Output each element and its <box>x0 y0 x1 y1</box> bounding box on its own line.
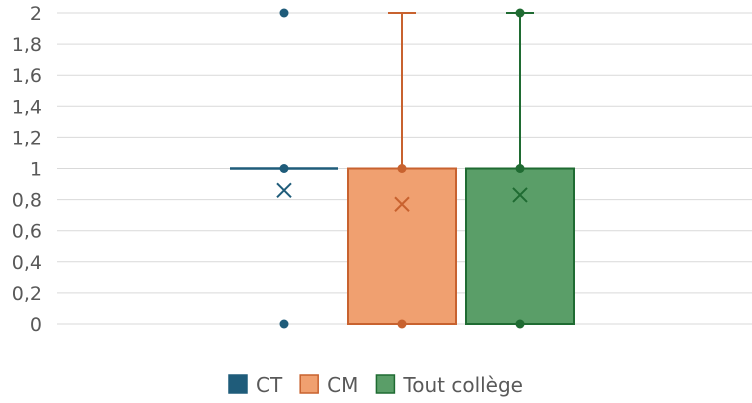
legend-label: CT <box>256 373 283 397</box>
legend-label: CM <box>327 373 358 397</box>
y-tick-label: 0,4 <box>12 252 42 274</box>
y-tick-label: 1,8 <box>12 34 42 56</box>
y-tick-label: 1,4 <box>12 96 42 118</box>
y-tick-label: 0,8 <box>12 190 42 212</box>
y-tick-label: 0 <box>30 314 42 336</box>
box-3 <box>465 8 575 329</box>
y-tick-label: 2 <box>30 3 42 25</box>
legend: CT CM Tout collège <box>228 373 523 397</box>
box-iqr <box>347 167 457 325</box>
legend-swatch <box>228 374 248 394</box>
data-point <box>397 319 407 329</box>
data-point <box>515 319 525 329</box>
box-series <box>230 8 575 329</box>
legend-swatch <box>299 374 319 394</box>
data-point <box>515 8 525 18</box>
data-point <box>515 164 525 173</box>
mean-marker <box>512 187 528 203</box>
data-point <box>279 8 289 18</box>
y-tick-label: 0,2 <box>12 283 42 305</box>
y-axis-tick-labels: 0 0,2 0,4 0,6 0,8 1 1,2 1,4 1,6 1,8 2 <box>12 3 42 336</box>
data-point <box>397 164 407 173</box>
y-tick-label: 1,2 <box>12 127 42 149</box>
box-2 <box>347 12 457 329</box>
legend-swatch <box>375 374 396 394</box>
y-tick-label: 1 <box>30 159 42 181</box>
data-point <box>279 319 289 329</box>
legend-label: Tout collège <box>402 373 523 397</box>
mean-marker <box>394 196 410 212</box>
mean-marker <box>276 182 292 198</box>
y-tick-label: 0,6 <box>12 221 42 243</box>
box-iqr <box>465 167 575 325</box>
y-tick-label: 1,6 <box>12 65 42 87</box>
data-point <box>279 164 289 173</box>
box-1 <box>230 8 338 329</box>
